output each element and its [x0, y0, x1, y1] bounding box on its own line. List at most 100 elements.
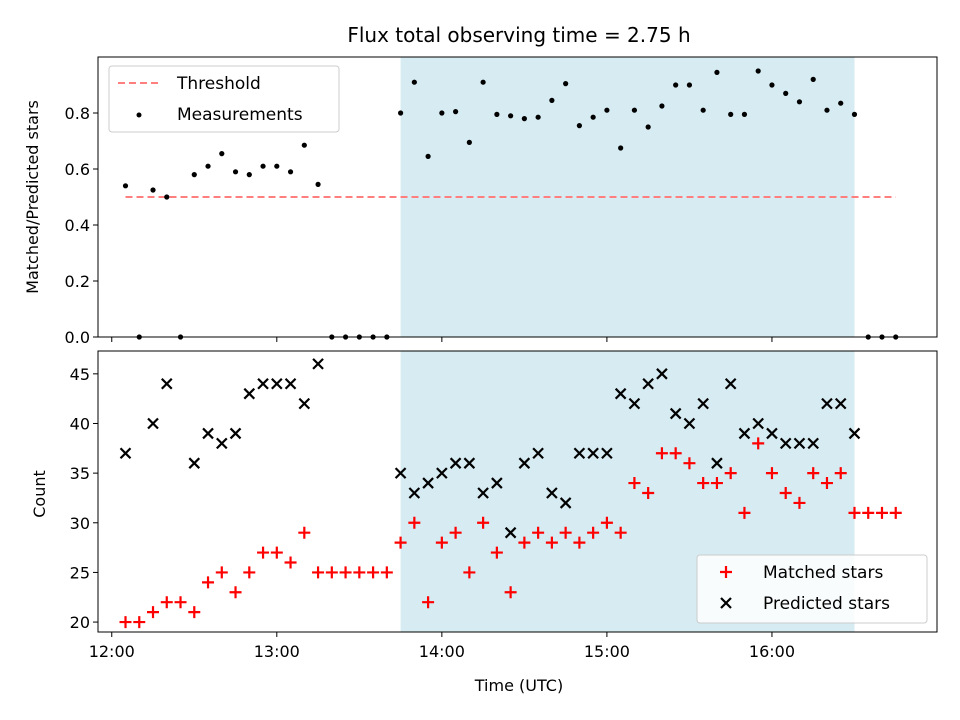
bottom-ytick-tick-label: 25	[70, 563, 90, 582]
predicted-star-point	[298, 397, 311, 410]
predicted-star-point	[848, 427, 861, 440]
matched-star-point	[889, 506, 902, 519]
bottom-legend: Matched stars Predicted stars	[696, 554, 928, 624]
bottom-legend-box	[696, 554, 928, 624]
predicted-star-point	[257, 377, 269, 390]
predicted-star-point	[147, 417, 159, 430]
matched-star-point	[339, 566, 352, 579]
measurement-point	[219, 151, 225, 157]
matched-star-point	[697, 477, 710, 490]
matched-star-point	[614, 526, 627, 539]
predicted-star-point	[284, 377, 297, 390]
top-axes-frame	[97, 56, 938, 338]
matched-star-point	[174, 596, 187, 609]
predicted-star-point	[752, 417, 764, 430]
predicted-star-point	[463, 457, 476, 469]
predicted-star-point	[821, 397, 833, 410]
measurement-point	[851, 111, 858, 117]
matched-star-point	[490, 546, 503, 559]
measurement-point	[274, 163, 280, 169]
legend-measurements-swatch	[136, 112, 142, 118]
predicted-star-point	[119, 447, 132, 460]
bottom-points-layer	[119, 358, 902, 629]
measurement-point	[576, 123, 582, 129]
top-yticks-layer: 0.0 0.2 0.4 0.6 0.8	[65, 104, 98, 347]
matched-star-point	[573, 536, 586, 549]
top-legend-box	[108, 65, 340, 133]
bottom-y-axis-label: Count	[30, 470, 49, 518]
predicted-star-point	[532, 447, 544, 460]
measurement-point	[604, 107, 610, 113]
measurement-point	[508, 113, 514, 119]
predicted-star-point	[724, 377, 737, 390]
predicted-star-point	[546, 487, 558, 499]
predicted-star-point	[436, 467, 448, 479]
bottom-panel: 20 25 30 35 40 45 12:00 13:00 14:00 15:00 16:00 C…	[30, 350, 938, 695]
matched-star-point	[738, 506, 751, 519]
predicted-star-point	[683, 417, 696, 430]
matched-star-point	[284, 556, 297, 569]
measurement-point	[535, 114, 541, 120]
measurement-point	[287, 169, 294, 175]
matched-star-point	[765, 467, 778, 480]
predicted-star-point	[559, 497, 572, 509]
measurement-point	[659, 103, 665, 109]
measurement-point	[549, 97, 555, 103]
bottom-ytick-tick-label: 30	[70, 514, 90, 533]
predicted-star-point	[587, 447, 599, 460]
measurement-point	[728, 111, 734, 117]
measurement-point	[466, 139, 472, 145]
measurement-point	[397, 110, 404, 116]
measurement-point	[563, 81, 569, 87]
matched-star-point	[312, 566, 325, 579]
measurement-point	[453, 109, 459, 115]
predicted-star-point	[807, 437, 819, 450]
measurement-point	[191, 172, 197, 178]
x-axis-label: Time (UTC)	[474, 676, 563, 695]
measurement-point	[755, 68, 761, 74]
matched-star-point	[545, 536, 558, 549]
predicted-star-point	[202, 427, 214, 440]
matched-star-point	[298, 526, 311, 539]
top-ytick-tick-label: 0.2	[65, 272, 90, 291]
measurement-point	[741, 111, 748, 117]
legend-matched-swatch	[720, 566, 732, 578]
predicted-star-point	[573, 447, 586, 460]
xtick-label: 16:00	[749, 642, 795, 661]
legend-threshold-label: Threshold	[176, 74, 261, 94]
matched-star-point	[243, 566, 256, 579]
predicted-star-point	[656, 368, 668, 380]
predicted-star-point	[160, 377, 173, 390]
legend-matched-label: Matched stars	[763, 563, 883, 583]
matched-star-point	[147, 606, 160, 619]
predicted-star-point	[711, 457, 723, 469]
measurement-point	[439, 110, 445, 116]
matched-star-point	[504, 586, 517, 599]
matched-star-point	[587, 526, 600, 539]
measurement-point	[205, 163, 211, 169]
measurement-point	[783, 90, 789, 96]
measurement-point	[232, 169, 239, 175]
top-legend: Threshold Measurements	[108, 65, 340, 133]
predicted-star-point	[504, 526, 517, 539]
matched-star-point	[202, 576, 215, 589]
xtick-label: 15:00	[584, 642, 630, 661]
matched-star-point	[752, 437, 765, 450]
matched-star-point	[449, 526, 462, 539]
measurement-point	[315, 181, 321, 187]
measurement-point	[686, 82, 693, 88]
predicted-star-point	[243, 387, 256, 400]
predicted-star-point	[408, 487, 421, 499]
matched-star-point	[628, 477, 641, 490]
bottom-axes-frame	[97, 350, 938, 633]
bottom-xticks-layer: 12:00 13:00 14:00 15:00 16:00	[89, 632, 795, 661]
matched-star-point	[862, 506, 875, 519]
measurement-point	[824, 107, 830, 113]
measurement-point	[645, 124, 651, 130]
predicted-star-point	[449, 457, 462, 469]
measurement-point	[631, 107, 638, 113]
matched-star-point	[559, 526, 572, 539]
matched-star-point	[229, 586, 242, 599]
measurement-point	[260, 163, 266, 169]
measurement-point	[425, 153, 431, 159]
